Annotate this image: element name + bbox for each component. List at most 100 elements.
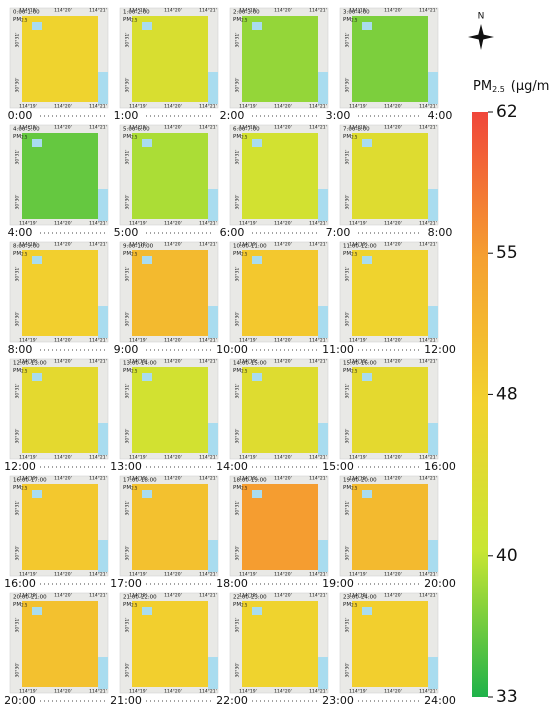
lon-label: 114°21': [309, 221, 327, 227]
water: [428, 423, 438, 455]
panel-pollutant: PM2.5: [13, 134, 28, 140]
lon-label: 114°19': [129, 338, 147, 344]
time-label: 12:00: [424, 343, 456, 356]
pm-field: [132, 133, 208, 219]
colorbar-tick-label: 55: [496, 243, 518, 263]
lon-label: 114°19': [19, 476, 37, 482]
lon-label: 114°20': [54, 125, 72, 131]
water: [142, 139, 152, 147]
pm-field: [242, 16, 318, 102]
lon-label: 114°19': [19, 689, 37, 695]
water: [428, 72, 438, 104]
lon-label: 114°20': [164, 455, 182, 461]
lon-label: 114°19': [129, 221, 147, 227]
lon-label: 114°19': [349, 338, 367, 344]
lon-label: 114°20': [274, 242, 292, 248]
panel-label: 1:00-2:00: [123, 10, 150, 16]
lon-label: 114°21': [199, 338, 217, 344]
time-label: 14:00: [216, 460, 248, 473]
time-label: 21:00: [110, 694, 142, 705]
lon-label: 114°21': [419, 221, 437, 227]
water: [362, 373, 372, 381]
colorbar-title: PM2.5(μg/m3): [473, 77, 550, 94]
lon-label: 114°21': [199, 593, 217, 599]
lat-label: 30°30': [125, 429, 131, 444]
pollutant-sub: 2.5: [131, 603, 138, 608]
water: [252, 256, 262, 264]
lat-label: 30°31': [345, 150, 351, 165]
water: [428, 657, 438, 689]
time-label: 20:00: [424, 577, 456, 590]
lon-label: 114°21': [419, 8, 437, 14]
time-label: 8:00: [8, 343, 33, 356]
time-label: 0:00: [8, 109, 33, 122]
lon-label: 114°20': [164, 689, 182, 695]
lat-label: 30°31': [235, 384, 241, 399]
time-label: 4:00: [428, 109, 453, 122]
water: [362, 256, 372, 264]
water: [32, 490, 42, 498]
panel-pollutant: PM2.5: [343, 368, 358, 374]
lon-label: 114°21': [419, 572, 437, 578]
water: [362, 607, 372, 615]
pm-field: [242, 601, 318, 687]
pollutant-main: PM: [123, 17, 131, 23]
lon-label: 114°19': [239, 476, 257, 482]
lon-label: 114°21': [89, 476, 107, 482]
water: [208, 540, 218, 572]
panel-label: 6:00-7:00: [233, 127, 260, 133]
panel-pollutant: PM2.5: [123, 485, 138, 491]
lat-label: 30°30': [125, 78, 131, 93]
lon-label: 114°20': [54, 689, 72, 695]
pollutant-sub: 2.5: [241, 603, 248, 608]
pm-field: [352, 250, 428, 336]
lat-label: 30°31': [15, 618, 21, 633]
lon-label: 114°20': [274, 221, 292, 227]
lon-label: 114°19': [239, 125, 257, 131]
lon-label: 114°21': [199, 689, 217, 695]
lon-label: 114°20': [274, 455, 292, 461]
lon-label: 114°20': [54, 104, 72, 110]
pm-field: [22, 250, 98, 336]
pollutant-sub: 2.5: [241, 369, 248, 374]
lat-label: 30°31': [15, 33, 21, 48]
lon-label: 114°21': [419, 242, 437, 248]
pollutant-sub: 2.5: [241, 18, 248, 23]
lat-label: 30°31': [125, 618, 131, 633]
pollutant-sub: 2.5: [131, 486, 138, 491]
panel-pollutant: PM2.5: [233, 134, 248, 140]
pollutant-sub: 2.5: [351, 603, 358, 608]
water: [362, 139, 372, 147]
lon-label: 114°21': [199, 8, 217, 14]
lat-label: 30°30': [345, 78, 351, 93]
panel-pollutant: PM2.5: [233, 368, 248, 374]
time-label: 9:00: [114, 343, 139, 356]
lon-label: 114°19': [129, 593, 147, 599]
panel-label: 0:00-1:00: [13, 10, 40, 16]
pm-field: [352, 16, 428, 102]
lon-label: 114°20': [54, 476, 72, 482]
pollutant-sub: 2.5: [21, 252, 28, 257]
lon-label: 114°20': [384, 455, 402, 461]
water: [362, 22, 372, 30]
panel-label: 10:00-11:00: [233, 244, 267, 250]
panel-label: 23:00-24:00: [343, 595, 377, 601]
lon-label: 114°20': [164, 338, 182, 344]
water: [208, 189, 218, 221]
lon-label: 114°21': [199, 242, 217, 248]
lon-label: 114°21': [419, 689, 437, 695]
lon-label: 114°21': [419, 338, 437, 344]
lat-label: 30°30': [345, 429, 351, 444]
lon-label: 114°20': [274, 689, 292, 695]
lon-label: 114°20': [164, 476, 182, 482]
panel-pollutant: PM2.5: [343, 602, 358, 608]
panel-pollutant: PM2.5: [123, 134, 138, 140]
lon-label: 114°20': [274, 572, 292, 578]
lon-label: 114°19': [239, 359, 257, 365]
pm-field: [22, 16, 98, 102]
lat-label: 30°31': [15, 501, 21, 516]
colorbar: [472, 112, 488, 697]
